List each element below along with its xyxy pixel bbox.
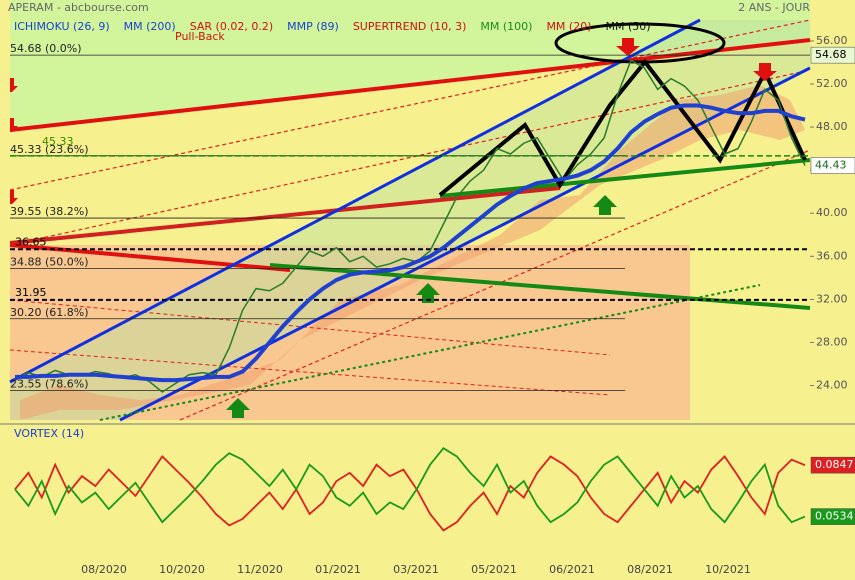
buy-arrows xyxy=(226,195,617,418)
series-line xyxy=(15,103,806,383)
channel-line xyxy=(9,18,701,384)
fib-label: 39.55 (38.2%) xyxy=(10,205,89,218)
page-title: APERAM - abcbourse.com xyxy=(8,1,149,14)
x-tick-label: 08/2021 xyxy=(627,563,673,576)
legend-entry: SUPERTREND (10, 3) xyxy=(353,20,467,33)
last-price: 44.43 xyxy=(815,159,847,172)
period-label: 2 ANS - JOUR xyxy=(738,1,810,14)
last-price-box xyxy=(810,157,855,174)
x-tick-label: 10/2021 xyxy=(705,563,751,576)
trend-line xyxy=(9,69,811,246)
pattern-line xyxy=(438,58,807,197)
legend-entry: SAR (0.02, 0.2) xyxy=(190,20,273,33)
level-label: 31.95 xyxy=(15,286,47,299)
highlight-value: 45.33 xyxy=(42,135,74,148)
last-vortex: 0.0534 xyxy=(815,510,854,523)
y-tick-label: 56.00 xyxy=(816,34,848,47)
fib-label: 54.68 (0.0%) xyxy=(10,42,82,55)
upper-zone xyxy=(10,0,810,130)
x-tick-label: 01/2021 xyxy=(315,563,361,576)
last-vortex-box xyxy=(810,508,855,525)
fib-label: 23.55 (78.6%) xyxy=(10,377,89,390)
x-tick-label: 05/2021 xyxy=(471,563,517,576)
series-line xyxy=(14,455,806,532)
fib-label: 30.20 (61.8%) xyxy=(10,306,89,319)
series-line xyxy=(14,447,806,524)
trend-line xyxy=(9,349,611,396)
x-tick-label: 06/2021 xyxy=(549,563,595,576)
y-tick-label: 36.00 xyxy=(816,249,848,262)
legend-entry: MM (20) xyxy=(546,20,591,33)
last-vortex-box xyxy=(810,456,855,474)
trend-line xyxy=(9,299,611,356)
trend-line xyxy=(179,149,811,421)
ichimoku-cloud xyxy=(20,85,805,420)
fib-label: 45.33 (23.6%) xyxy=(10,143,89,156)
panel-title: VORTEX (14) xyxy=(14,427,84,440)
x-tick-label: 10/2020 xyxy=(159,563,205,576)
legend-entry: MM (100) xyxy=(480,20,532,33)
y-tick-label: 52.00 xyxy=(816,77,848,90)
legend-entry: ICHIMOKU (26, 9) xyxy=(14,20,110,33)
x-tick-label: 11/2020 xyxy=(237,563,283,576)
legend-entry: MM (50) xyxy=(606,20,651,33)
level-value-box xyxy=(810,46,855,64)
fib-label: 34.88 (50.0%) xyxy=(10,255,89,268)
level-label: 36.65 xyxy=(15,235,47,248)
top-highlight xyxy=(554,22,726,64)
support-line xyxy=(439,158,811,198)
level-value: 54.68 xyxy=(815,48,847,61)
trend-line xyxy=(9,186,561,245)
y-tick-label: 24.00 xyxy=(816,379,848,392)
y-tick-label: 40.00 xyxy=(816,206,848,219)
annotation: Pull-Back xyxy=(175,30,225,43)
sell-arrows xyxy=(10,38,777,204)
support-line xyxy=(99,284,761,421)
y-tick-label: 28.00 xyxy=(816,335,848,348)
legend-entry: MM (200) xyxy=(124,20,176,33)
last-vortex: 0.0847 xyxy=(815,458,854,471)
legend-entry: MMP (89) xyxy=(287,20,339,33)
trend-line xyxy=(9,19,811,191)
y-tick-label: 48.00 xyxy=(816,120,848,133)
trend-line xyxy=(9,243,291,272)
x-tick-label: 08/2020 xyxy=(81,563,127,576)
x-tick-label: 03/2021 xyxy=(393,563,439,576)
y-tick-label: 32.00 xyxy=(816,292,848,305)
